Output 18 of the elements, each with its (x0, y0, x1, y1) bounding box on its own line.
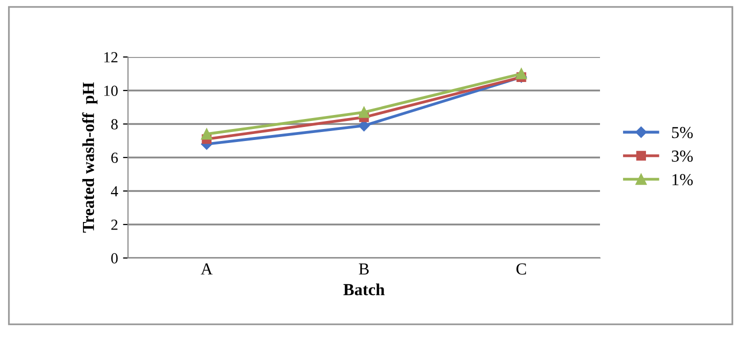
y-tick-label: 6 (111, 152, 118, 163)
y-tick-label: 2 (111, 220, 118, 230)
x-axis-title: Batch (343, 284, 385, 296)
y-axis-title: Treated wash-off pH (82, 82, 98, 233)
legend-label: 5% (672, 126, 693, 138)
y-tick-label: 8 (111, 119, 118, 130)
y-tick-label: 12 (104, 52, 118, 62)
x-tick-label: A (200, 263, 213, 274)
x-tick-label: B (358, 264, 369, 274)
point (358, 106, 370, 118)
point (201, 128, 212, 140)
y-tick-label: 10 (104, 86, 118, 96)
y-tick-label: 4 (110, 186, 118, 196)
legend-label: 1% (672, 174, 693, 186)
x-tick-label: C (516, 263, 526, 275)
y-tick-label: 0 (111, 253, 118, 264)
point (516, 68, 527, 80)
legend-label: 3% (672, 150, 693, 162)
